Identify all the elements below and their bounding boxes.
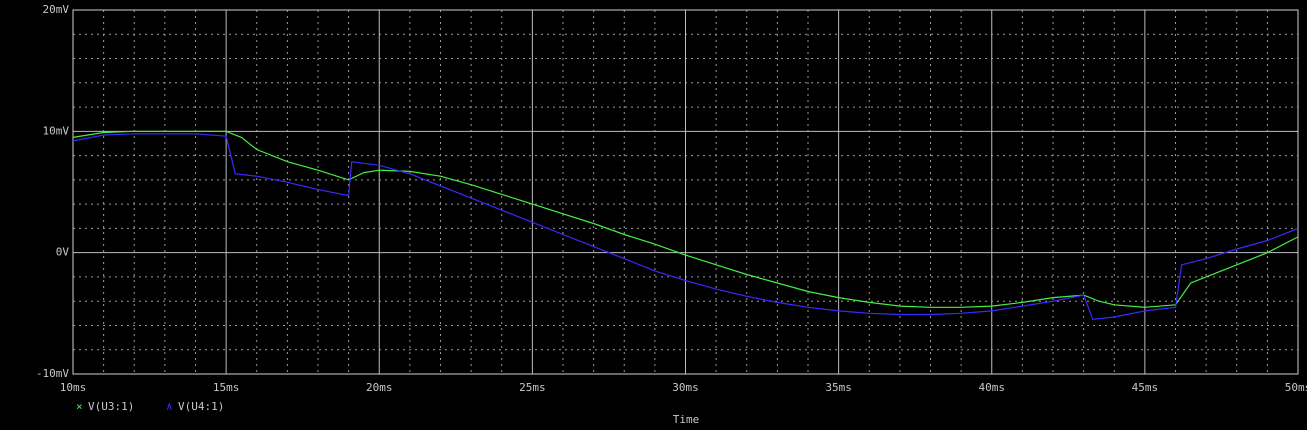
legend-marker: ∧ xyxy=(166,400,173,413)
y-tick-label: 0V xyxy=(56,246,70,259)
x-tick-label: 45ms xyxy=(1132,381,1159,394)
legend-marker: × xyxy=(76,400,83,413)
series-line xyxy=(72,133,1299,321)
x-tick-label: 15ms xyxy=(213,381,240,394)
x-tick-label: 10ms xyxy=(60,381,87,394)
legend-label: V(U3:1) xyxy=(88,400,134,413)
x-axis-label: Time xyxy=(673,413,700,426)
y-tick-label: 10mV xyxy=(43,124,70,137)
x-tick-label: 35ms xyxy=(825,381,852,394)
x-tick-label: 30ms xyxy=(672,381,699,394)
x-tick-label: 50ms xyxy=(1285,381,1307,394)
y-tick-label: 20mV xyxy=(43,3,70,16)
x-tick-label: 40ms xyxy=(979,381,1006,394)
y-tick-label: -10mV xyxy=(36,367,69,380)
plot-frame xyxy=(72,9,1299,375)
legend-label: V(U4:1) xyxy=(178,400,224,413)
series-line xyxy=(72,130,1299,308)
x-tick-label: 20ms xyxy=(366,381,393,394)
x-tick-label: 25ms xyxy=(519,381,546,394)
